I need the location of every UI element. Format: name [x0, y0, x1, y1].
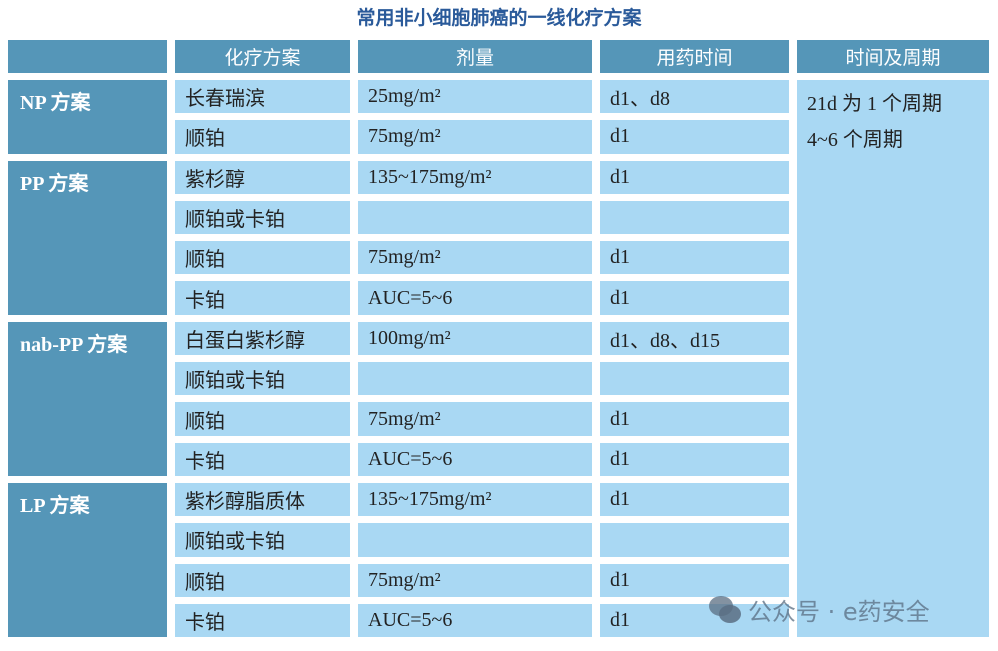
dose-cell: 135~175mg/m² [358, 160, 592, 194]
group-label: LP 方案 [8, 482, 167, 638]
schedule-cell [600, 523, 789, 557]
column-header [8, 40, 167, 73]
table-title: 常用非小细胞肺癌的一线化疗方案 [356, 7, 642, 29]
drug-cell: 顺铂 [175, 120, 350, 154]
schedule-cell: d1 [600, 241, 789, 275]
schedule-cell: d1 [600, 442, 789, 476]
schedule-cell: d1 [600, 482, 789, 517]
schedule-cell [600, 200, 789, 235]
group-label: PP 方案 [8, 160, 167, 315]
dose-cell [358, 200, 592, 235]
group-label: NP 方案 [8, 80, 167, 154]
drug-cell: 顺铂 [175, 563, 350, 597]
dose-cell: 75mg/m² [358, 241, 592, 275]
column-header: 用药时间 [600, 40, 789, 73]
schedule-cell: d1 [600, 160, 789, 194]
column-header: 剂量 [358, 40, 592, 73]
period-line: 21d 为 1 个周期 [807, 93, 942, 115]
schedule-cell [600, 362, 789, 396]
drug-cell: 卡铂 [175, 281, 350, 315]
schedule-cell: d1 [600, 563, 789, 597]
drug-cell: 顺铂 [175, 241, 350, 275]
drug-cell: 卡铂 [175, 603, 350, 638]
period-line: 4~6 个周期 [807, 129, 903, 151]
drug-cell: 顺铂或卡铂 [175, 200, 350, 235]
column-header: 时间及周期 [797, 40, 989, 73]
drug-cell: 卡铂 [175, 442, 350, 476]
schedule-cell: d1 [600, 120, 789, 154]
dose-cell: 75mg/m² [358, 402, 592, 436]
drug-cell: 白蛋白紫杉醇 [175, 321, 350, 356]
dose-cell: 25mg/m² [358, 80, 592, 114]
dose-cell: AUC=5~6 [358, 442, 592, 476]
drug-cell: 顺铂 [175, 402, 350, 436]
column-header: 化疗方案 [175, 40, 350, 73]
dose-cell [358, 523, 592, 557]
dose-cell: AUC=5~6 [358, 281, 592, 315]
drug-cell: 长春瑞滨 [175, 80, 350, 114]
schedule-cell: d1 [600, 603, 789, 638]
watermark-text: 公众号 · e药安全 [748, 598, 930, 626]
schedule-cell: d1 [600, 281, 789, 315]
schedule-cell: d1、d8 [600, 80, 789, 114]
watermark: 公众号 · e药安全 [708, 592, 930, 627]
dose-cell: 135~175mg/m² [358, 482, 592, 517]
dose-cell: 75mg/m² [358, 563, 592, 597]
dose-cell: AUC=5~6 [358, 603, 592, 638]
schedule-cell: d1、d8、d15 [600, 321, 789, 356]
drug-cell: 紫杉醇脂质体 [175, 482, 350, 517]
schedule-cell: d1 [600, 402, 789, 436]
dose-cell: 100mg/m² [358, 321, 592, 356]
group-label: nab-PP 方案 [8, 321, 167, 476]
drug-cell: 顺铂或卡铂 [175, 523, 350, 557]
wechat-icon [709, 595, 741, 623]
dose-cell: 75mg/m² [358, 120, 592, 154]
dose-cell [358, 362, 592, 396]
regimen-table: 化疗方案 剂量 用药时间 时间及周期 NP 方案 长春瑞滨 25mg/m² d1、d8 顺铂 75… [8, 40, 989, 638]
drug-cell: 紫杉醇 [175, 160, 350, 194]
drug-cell: 顺铂或卡铂 [175, 362, 350, 396]
period-cell: 21d 为 1 个周期 4~6 个周期 [797, 80, 989, 638]
